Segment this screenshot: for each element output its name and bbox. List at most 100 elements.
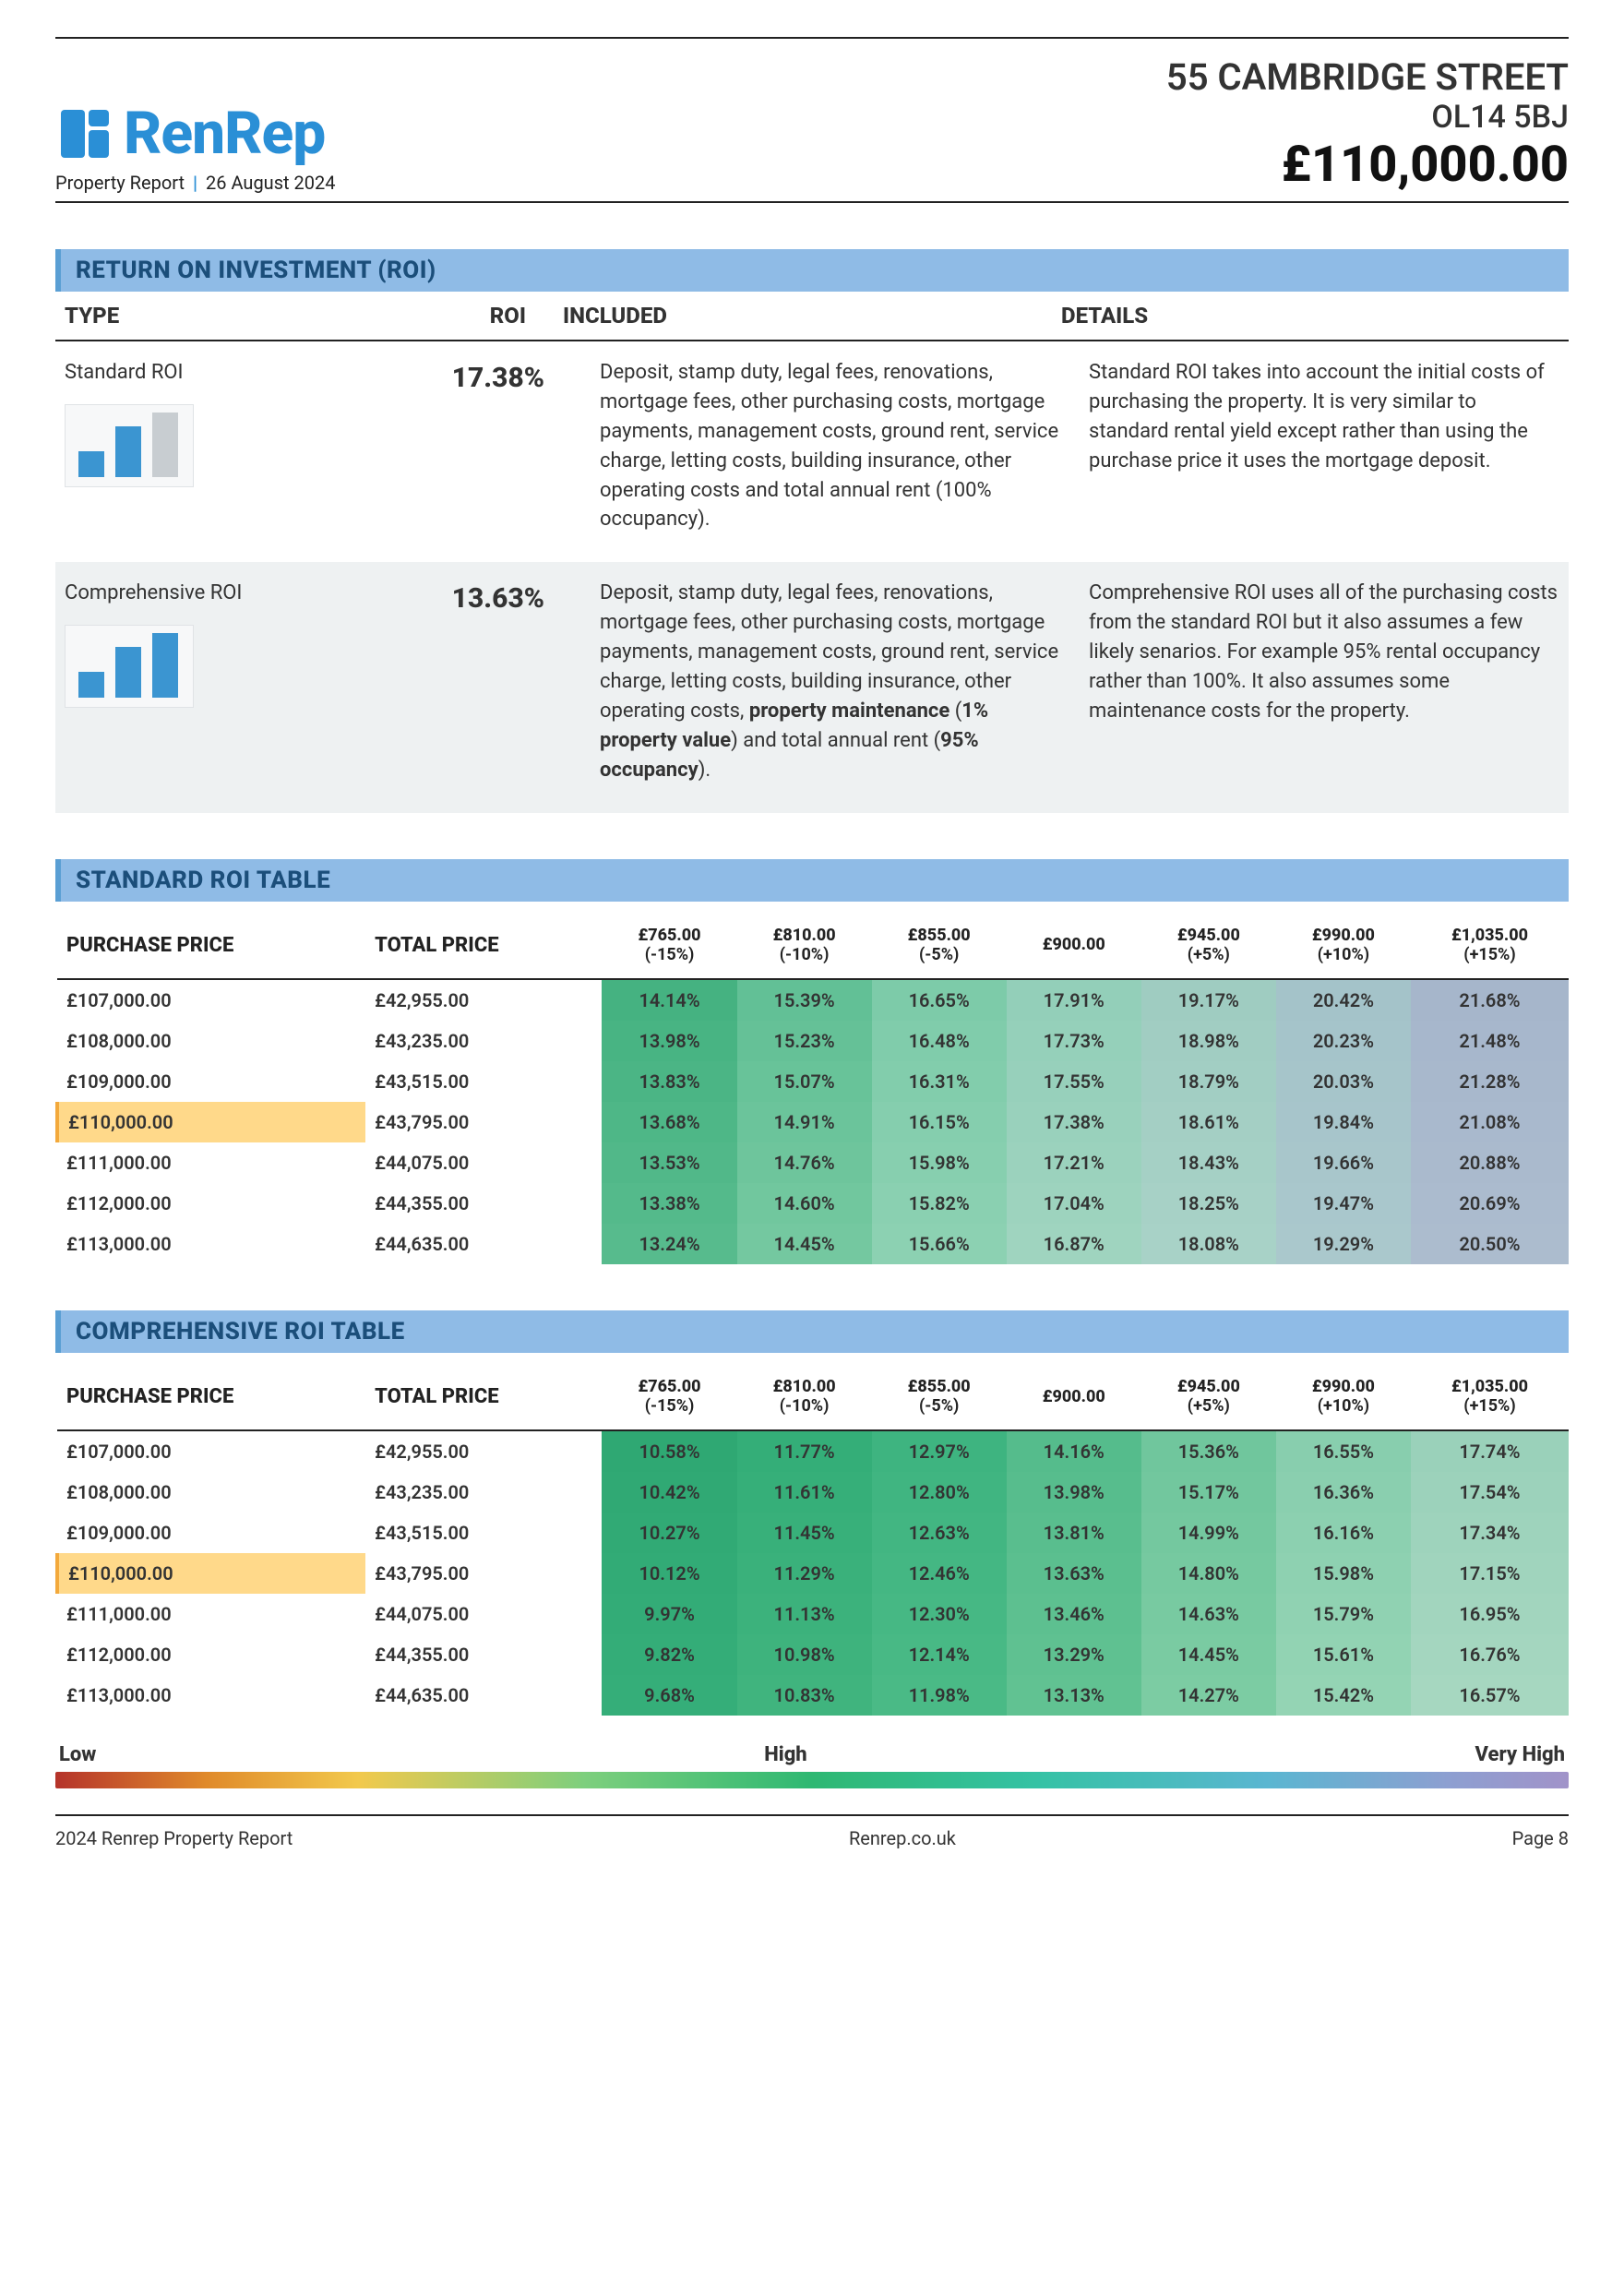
roi-details-text: Comprehensive ROI uses all of the purcha… [1089, 579, 1559, 784]
cell-roi-value: 17.38% [1007, 1102, 1141, 1142]
table-row: £111,000.00£44,075.0013.53%14.76%15.98%1… [57, 1142, 1569, 1183]
cell-roi-value: 13.53% [602, 1142, 736, 1183]
report-subline: Property Report | 26 August 2024 [55, 172, 336, 194]
cell-roi-value: 12.63% [872, 1513, 1007, 1553]
roi-header-row: TYPE ROI INCLUDED DETAILS [55, 292, 1569, 341]
cell-roi-value: 13.46% [1007, 1594, 1141, 1634]
cell-roi-value: 10.98% [737, 1634, 872, 1675]
cell-roi-value: 13.38% [602, 1183, 736, 1224]
cell-purchase-price: £109,000.00 [57, 1513, 365, 1553]
cell-roi-value: 13.81% [1007, 1513, 1141, 1553]
col-purchase: PURCHASE PRICE [57, 1364, 365, 1430]
cell-roi-value: 9.97% [602, 1594, 736, 1634]
cell-roi-value: 13.98% [602, 1021, 736, 1061]
cell-roi-value: 10.27% [602, 1513, 736, 1553]
roi-col-type: TYPE [65, 303, 378, 329]
cell-total-price: £43,795.00 [365, 1102, 602, 1142]
cell-roi-value: 20.69% [1411, 1183, 1569, 1224]
cell-roi-value: 11.61% [737, 1472, 872, 1513]
cell-purchase-price: £110,000.00 [57, 1102, 365, 1142]
cell-roi-value: 15.98% [872, 1142, 1007, 1183]
col-price: £1,035.00(+15%) [1411, 1364, 1569, 1430]
table-header-row: PURCHASE PRICETOTAL PRICE£765.00(-15%)£8… [57, 1364, 1569, 1430]
cell-roi-value: 15.98% [1276, 1553, 1411, 1594]
cell-roi-value: 12.46% [872, 1553, 1007, 1594]
cell-roi-value: 17.15% [1411, 1553, 1569, 1594]
cell-total-price: £42,955.00 [365, 1430, 602, 1472]
comp-roi-table: PURCHASE PRICETOTAL PRICE£765.00(-15%)£8… [55, 1364, 1569, 1716]
cell-roi-value: 14.99% [1141, 1513, 1276, 1553]
table-row: £112,000.00£44,355.009.82%10.98%12.14%13… [57, 1634, 1569, 1675]
col-purchase: PURCHASE PRICE [57, 913, 365, 979]
roi-included-text: Deposit, stamp duty, legal fees, renovat… [600, 358, 1070, 534]
cell-roi-value: 14.45% [737, 1224, 872, 1264]
cell-roi-value: 15.66% [872, 1224, 1007, 1264]
cell-roi-value: 12.14% [872, 1634, 1007, 1675]
cell-roi-value: 17.04% [1007, 1183, 1141, 1224]
col-total: TOTAL PRICE [365, 1364, 602, 1430]
cell-roi-value: 16.15% [872, 1102, 1007, 1142]
roi-type-label: Standard ROI [65, 358, 378, 388]
cell-purchase-price: £107,000.00 [57, 979, 365, 1021]
logo-block: RenRep Property Report | 26 August 2024 [55, 99, 336, 194]
cell-purchase-price: £111,000.00 [57, 1142, 365, 1183]
chart-bar [78, 672, 104, 698]
table-row: £109,000.00£43,515.0010.27%11.45%12.63%1… [57, 1513, 1569, 1553]
cell-roi-value: 17.73% [1007, 1021, 1141, 1061]
table-header-row: PURCHASE PRICETOTAL PRICE£765.00(-15%)£8… [57, 913, 1569, 979]
cell-roi-value: 21.08% [1411, 1102, 1569, 1142]
legend-low: Low [59, 1743, 96, 1766]
cell-roi-value: 19.47% [1276, 1183, 1411, 1224]
brand-name: RenRep [124, 99, 325, 168]
cell-total-price: £44,075.00 [365, 1594, 602, 1634]
cell-total-price: £43,235.00 [365, 1021, 602, 1061]
cell-roi-value: 14.45% [1141, 1634, 1276, 1675]
cell-roi-value: 14.16% [1007, 1430, 1141, 1472]
roi-included-text: Deposit, stamp duty, legal fees, renovat… [600, 579, 1070, 784]
col-price: £900.00 [1007, 1364, 1141, 1430]
col-total: TOTAL PRICE [365, 913, 602, 979]
brand-icon [55, 104, 114, 163]
cell-roi-value: 16.57% [1411, 1675, 1569, 1716]
cell-roi-value: 11.77% [737, 1430, 872, 1472]
footer-center: Renrep.co.uk [849, 1827, 956, 1849]
cell-roi-value: 19.84% [1276, 1102, 1411, 1142]
cell-roi-value: 14.76% [737, 1142, 872, 1183]
table-row: £112,000.00£44,355.0013.38%14.60%15.82%1… [57, 1183, 1569, 1224]
std-roi-section: STANDARD ROI TABLE PURCHASE PRICETOTAL P… [55, 859, 1569, 1264]
legend-labels: Low High Very High [55, 1743, 1569, 1772]
cell-roi-value: 19.66% [1276, 1142, 1411, 1183]
cell-total-price: £43,235.00 [365, 1472, 602, 1513]
table-row: £111,000.00£44,075.009.97%11.13%12.30%13… [57, 1594, 1569, 1634]
cell-roi-value: 21.68% [1411, 979, 1569, 1021]
cell-roi-value: 18.79% [1141, 1061, 1276, 1102]
cell-roi-value: 15.07% [737, 1061, 872, 1102]
cell-total-price: £44,355.00 [365, 1634, 602, 1675]
roi-type-cell: Comprehensive ROI [65, 579, 378, 784]
cell-roi-value: 15.82% [872, 1183, 1007, 1224]
cell-roi-value: 20.50% [1411, 1224, 1569, 1264]
cell-roi-value: 15.42% [1276, 1675, 1411, 1716]
cell-roi-value: 17.54% [1411, 1472, 1569, 1513]
table-row: £110,000.00£43,795.0010.12%11.29%12.46%1… [57, 1553, 1569, 1594]
top-rule [55, 37, 1569, 39]
cell-roi-value: 13.68% [602, 1102, 736, 1142]
cell-roi-value: 16.55% [1276, 1430, 1411, 1472]
page-header: RenRep Property Report | 26 August 2024 … [55, 55, 1569, 203]
cell-roi-value: 13.13% [1007, 1675, 1141, 1716]
cell-roi-value: 10.42% [602, 1472, 736, 1513]
roi-body: Standard ROI17.38%Deposit, stamp duty, l… [55, 341, 1569, 813]
mini-bar-chart [65, 625, 194, 708]
table-row: £113,000.00£44,635.0013.24%14.45%15.66%1… [57, 1224, 1569, 1264]
cell-roi-value: 17.91% [1007, 979, 1141, 1021]
col-price: £855.00(-5%) [872, 913, 1007, 979]
cell-roi-value: 21.48% [1411, 1021, 1569, 1061]
cell-purchase-price: £113,000.00 [57, 1675, 365, 1716]
col-price: £855.00(-5%) [872, 1364, 1007, 1430]
roi-col-details: DETAILS [1061, 303, 1559, 329]
cell-roi-value: 16.95% [1411, 1594, 1569, 1634]
col-price: £810.00(-10%) [737, 1364, 872, 1430]
col-price: £900.00 [1007, 913, 1141, 979]
cell-roi-value: 18.61% [1141, 1102, 1276, 1142]
cell-roi-value: 20.42% [1276, 979, 1411, 1021]
